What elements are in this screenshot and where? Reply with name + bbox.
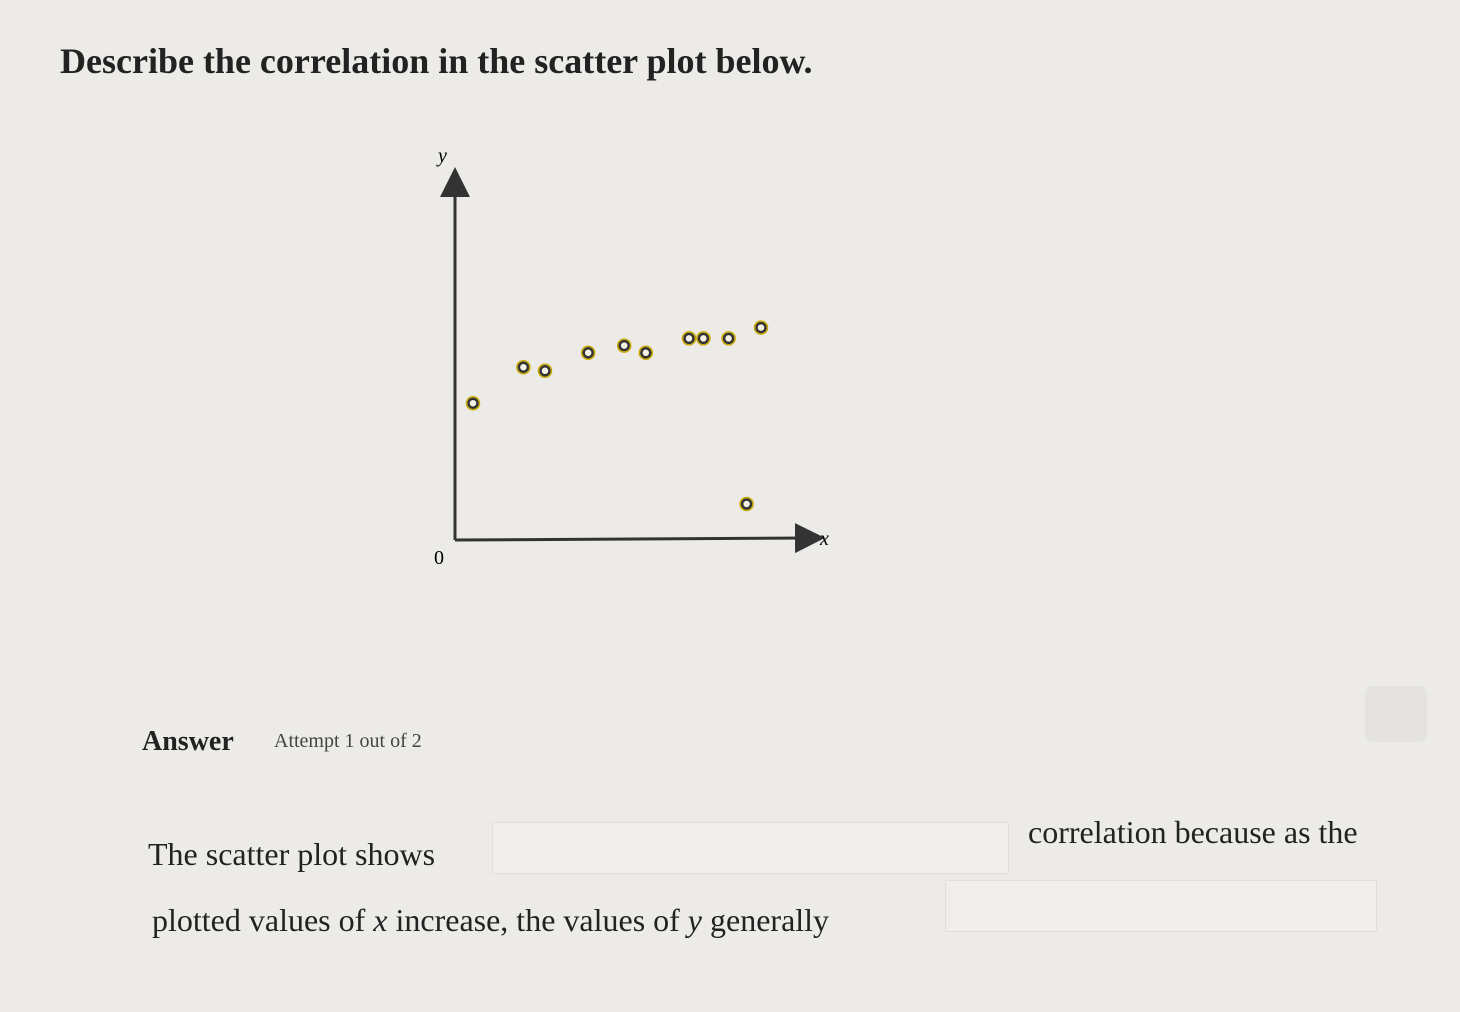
point-ring	[638, 345, 654, 361]
point-ring	[696, 331, 711, 346]
point	[755, 321, 767, 334]
point	[467, 397, 479, 409]
sentence-middle: correlation because as the	[1028, 814, 1358, 850]
text: increase, the values of	[387, 902, 688, 938]
point-ring	[681, 331, 697, 346]
point-ring	[580, 345, 596, 361]
point-ring	[753, 320, 769, 335]
point	[697, 332, 710, 345]
x-axis	[454, 523, 825, 554]
point-ring	[739, 496, 754, 512]
keyboard-button[interactable]	[1365, 686, 1427, 742]
text: plotted values of	[152, 902, 374, 938]
sentence-end: plotted values of x increase, the values…	[152, 902, 829, 939]
variable: y	[687, 902, 702, 938]
point	[539, 365, 551, 377]
point-ring	[537, 363, 553, 379]
attempt-info: Attempt 1 out of 2	[274, 730, 422, 752]
point	[517, 361, 530, 373]
sentence-start: The scatter plot shows	[148, 836, 436, 872]
point	[683, 332, 695, 345]
dropdown-correlation[interactable]	[492, 822, 1009, 874]
answer-heading: Answer	[142, 726, 234, 757]
text: generally	[702, 902, 830, 938]
point-ring	[465, 395, 481, 411]
point	[582, 347, 594, 359]
point	[722, 332, 735, 345]
y-axis-label: y	[436, 145, 447, 167]
point	[618, 339, 630, 352]
origin-label: 0	[434, 547, 444, 569]
variable: x	[373, 902, 388, 938]
x-axis-label: x	[819, 528, 829, 550]
point-ring	[616, 338, 632, 353]
question: Describe the correlation in the scatter …	[60, 41, 813, 81]
dropdown-trend[interactable]	[945, 880, 1377, 932]
point-ring	[721, 331, 736, 346]
point	[640, 347, 652, 359]
point	[740, 498, 753, 510]
point-ring	[516, 359, 531, 375]
